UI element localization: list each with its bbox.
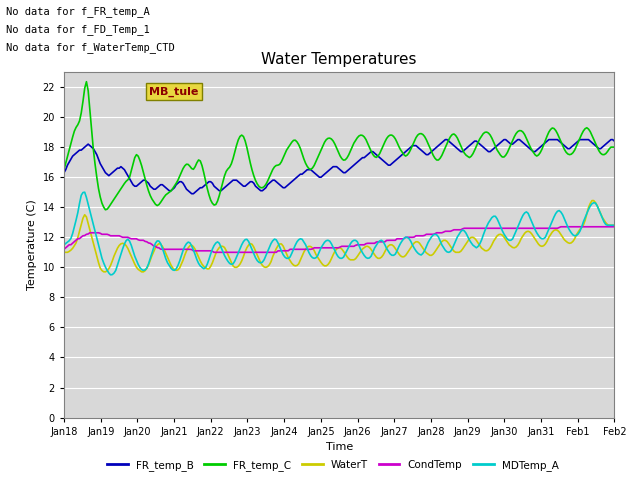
Text: No data for f_FD_Temp_1: No data for f_FD_Temp_1 [6, 24, 150, 35]
Text: No data for f_FR_temp_A: No data for f_FR_temp_A [6, 6, 150, 17]
Text: No data for f_WaterTemp_CTD: No data for f_WaterTemp_CTD [6, 42, 175, 53]
Text: MB_tule: MB_tule [149, 86, 198, 97]
Title: Water Temperatures: Water Temperatures [262, 52, 417, 67]
X-axis label: Time: Time [326, 442, 353, 452]
Y-axis label: Temperature (C): Temperature (C) [27, 199, 37, 290]
Legend: FR_temp_B, FR_temp_C, WaterT, CondTemp, MDTemp_A: FR_temp_B, FR_temp_C, WaterT, CondTemp, … [102, 456, 563, 475]
